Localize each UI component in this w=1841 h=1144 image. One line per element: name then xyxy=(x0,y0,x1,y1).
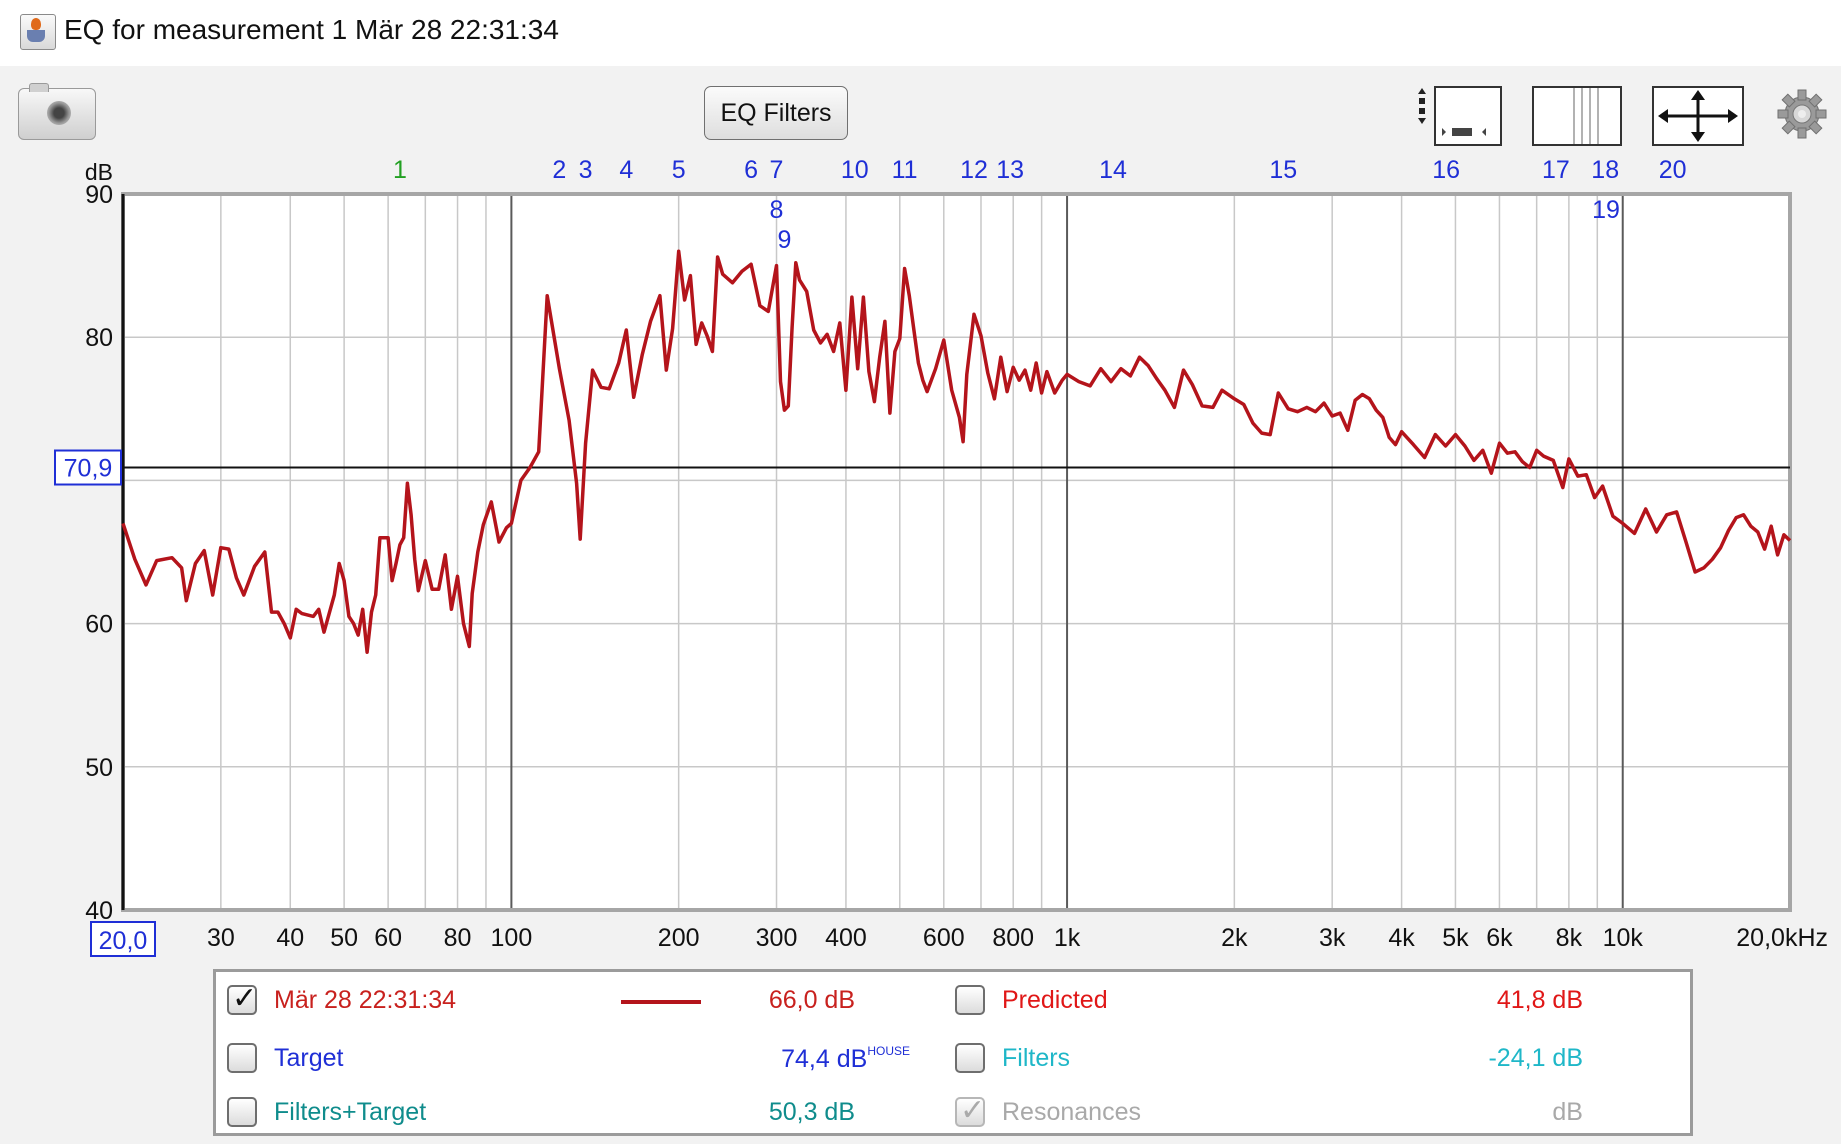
filters-checkbox[interactable] xyxy=(955,1043,985,1073)
legend-row: Mär 28 22:31:34 66,0 dB Predicted 41,8 d… xyxy=(216,972,1690,1026)
filter-marker-15: 15 xyxy=(1269,156,1297,184)
y-tick-label: 60 xyxy=(85,611,113,639)
filter-marker-13: 13 xyxy=(996,156,1024,184)
toolbar: EQ Filters xyxy=(0,66,1841,158)
x-tick-label: 200 xyxy=(658,924,700,952)
x-tick-label: 800 xyxy=(992,924,1034,952)
target-value-sup: HOUSE xyxy=(867,1044,910,1058)
filter-marker-14: 14 xyxy=(1099,156,1127,184)
x-tick-label: 6k xyxy=(1486,924,1513,952)
x-tick-label: 100 xyxy=(491,924,533,952)
title-bar: EQ for measurement 1 Mär 28 22:31:34 xyxy=(0,0,1841,66)
filter-marker-9: 9 xyxy=(777,226,791,254)
x-tick-label: 300 xyxy=(756,924,798,952)
y-axis-label: dB xyxy=(85,159,113,185)
window-title: EQ for measurement 1 Mär 28 22:31:34 xyxy=(64,14,559,45)
x-start-box xyxy=(90,921,156,957)
predicted-label: Predicted xyxy=(1002,986,1108,1014)
filter-marker-16: 16 xyxy=(1432,156,1460,184)
x-tick-label: 60 xyxy=(374,924,402,952)
java-cup-icon xyxy=(20,14,56,50)
filter-marker-2: 2 xyxy=(552,156,566,184)
measurement-label: Mär 28 22:31:34 xyxy=(274,986,457,1014)
x-tick-label: 2k xyxy=(1221,924,1248,952)
x-tick-label: 8k xyxy=(1556,924,1583,952)
camera-icon[interactable] xyxy=(18,83,96,140)
filter-marker-12: 12 xyxy=(960,156,988,184)
filter-marker-8: 8 xyxy=(770,196,784,224)
measurement-checkbox[interactable] xyxy=(227,981,257,1016)
target-checkbox[interactable] xyxy=(227,1043,257,1073)
measurement-series-line xyxy=(121,249,1792,654)
x-tick-label: 4k xyxy=(1388,924,1415,952)
cursor-value-box xyxy=(54,449,122,486)
filter-marker-5: 5 xyxy=(672,156,686,184)
x-tick-label: 50 xyxy=(330,924,358,952)
filters-label: Filters xyxy=(1002,1044,1071,1072)
vertical-zoom-icon[interactable] xyxy=(1418,86,1502,146)
filter-marker-19: 19 xyxy=(1592,196,1620,224)
filter-marker-1: 1 xyxy=(393,156,407,184)
target-value: 74,4 dBHOUSE xyxy=(781,1044,910,1074)
filters-value: -24,1 dB xyxy=(1488,1044,1583,1072)
measurement-line-swatch xyxy=(621,1000,701,1004)
fit-axes-icon[interactable] xyxy=(1652,86,1744,146)
y-tick-label: 50 xyxy=(85,754,113,782)
horizontal-zoom-icon[interactable] xyxy=(1532,86,1622,146)
x-tick-label: 30 xyxy=(207,924,235,952)
filter-marker-20: 20 xyxy=(1659,156,1687,184)
measurement-value: 66,0 dB xyxy=(768,986,855,1014)
x-tick-label: 3k xyxy=(1319,924,1346,952)
resonances-value: dB xyxy=(1552,1098,1583,1126)
predicted-value: 41,8 dB xyxy=(1496,986,1583,1014)
x-start-label: 20,0 xyxy=(99,927,148,955)
filter-marker-18: 18 xyxy=(1591,156,1619,184)
filters-target-checkbox[interactable] xyxy=(227,1097,257,1127)
filters-target-label: Filters+Target xyxy=(274,1098,427,1126)
legend-row: Target 74,4 dBHOUSE Filters -24,1 dB xyxy=(216,1026,1690,1080)
filter-marker-6: 6 xyxy=(744,156,758,184)
y-tick-label: 90 xyxy=(85,181,113,209)
x-tick-label: 10k xyxy=(1603,924,1644,952)
eq-filters-button[interactable]: EQ Filters xyxy=(704,86,848,140)
legend-row: Filters+Target 50,3 dB Resonances dB xyxy=(216,1080,1690,1134)
predicted-checkbox[interactable] xyxy=(955,985,985,1015)
target-value-text: 74,4 dB xyxy=(781,1045,868,1073)
cursor-value-label: 70,9 xyxy=(64,455,113,483)
x-tick-label: 400 xyxy=(825,924,867,952)
x-tick-label: 40 xyxy=(276,924,304,952)
gear-icon[interactable] xyxy=(1776,88,1828,140)
filter-marker-4: 4 xyxy=(619,156,633,184)
filter-marker-3: 3 xyxy=(579,156,593,184)
x-end-label: 20,0kHz xyxy=(1736,924,1828,952)
filter-marker-7: 7 xyxy=(770,156,784,184)
resonances-checkbox[interactable] xyxy=(955,1093,985,1128)
y-tick-label: 40 xyxy=(85,897,113,925)
filter-marker-10: 10 xyxy=(841,156,869,184)
resonances-label: Resonances xyxy=(1002,1098,1141,1126)
x-tick-label: 80 xyxy=(444,924,472,952)
filter-marker-11: 11 xyxy=(892,156,918,184)
x-tick-label: 1k xyxy=(1054,924,1081,952)
filter-marker-17: 17 xyxy=(1542,156,1570,184)
legend-panel: Mär 28 22:31:34 66,0 dB Predicted 41,8 d… xyxy=(213,969,1693,1136)
plot-area xyxy=(123,194,1790,910)
y-tick-label: 80 xyxy=(85,324,113,352)
filters-target-value: 50,3 dB xyxy=(768,1098,855,1126)
x-tick-label: 5k xyxy=(1442,924,1469,952)
target-label: Target xyxy=(274,1044,344,1072)
x-tick-label: 600 xyxy=(923,924,965,952)
